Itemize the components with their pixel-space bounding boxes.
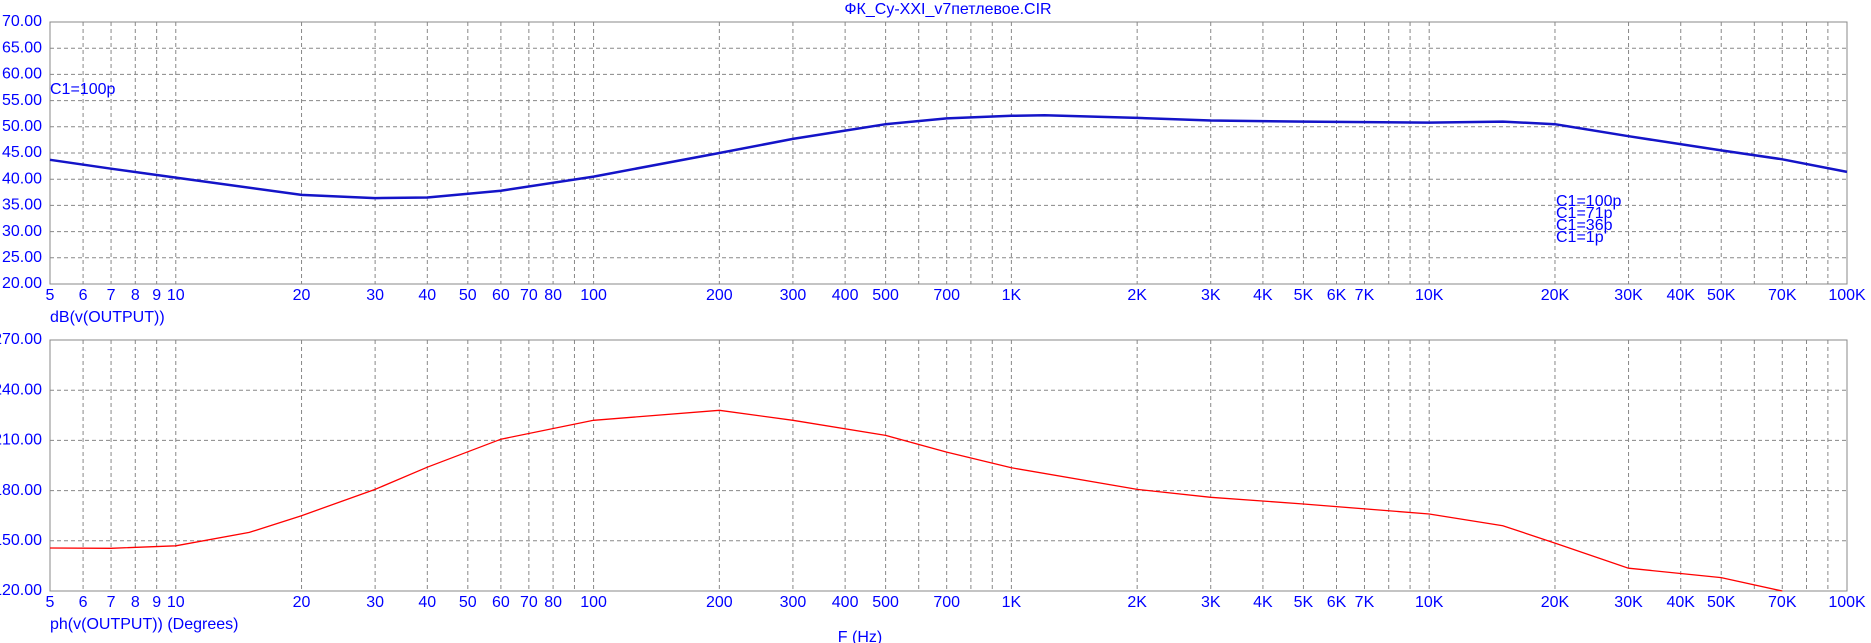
x-tick-label: 10K bbox=[1415, 287, 1444, 304]
x-tick-label: 4K bbox=[1253, 287, 1273, 304]
annotation: C1=1p bbox=[1556, 229, 1604, 246]
x-tick-label: 5 bbox=[46, 594, 55, 611]
y-tick-label: 35.00 bbox=[2, 197, 42, 214]
x-tick-label: 40 bbox=[418, 594, 436, 611]
y-tick-label: 60.00 bbox=[2, 66, 42, 83]
y-tick-label: 70.00 bbox=[2, 13, 42, 30]
x-tick-label: 100 bbox=[580, 594, 607, 611]
x-tick-label: 1K bbox=[1002, 287, 1022, 304]
x-tick-label: 40K bbox=[1667, 594, 1696, 611]
x-tick-label: 5K bbox=[1294, 594, 1314, 611]
series-line bbox=[49, 114, 1848, 200]
x-tick-label: 50K bbox=[1707, 287, 1736, 304]
x-tick-label: 200 bbox=[706, 594, 733, 611]
y-tick-label: 120.00 bbox=[0, 582, 42, 599]
x-tick-label: 6K bbox=[1327, 594, 1347, 611]
y-tick-label: 150.00 bbox=[0, 532, 42, 549]
x-tick-label: 1K bbox=[1002, 594, 1022, 611]
y-tick-label: 50.00 bbox=[2, 118, 42, 135]
x-tick-label: 300 bbox=[780, 594, 807, 611]
x-tick-label: 100 bbox=[580, 287, 607, 304]
x-tick-label: 60 bbox=[492, 594, 510, 611]
x-tick-label: 400 bbox=[832, 287, 859, 304]
y-tick-label: 210.00 bbox=[0, 432, 42, 449]
x-tick-label: 30 bbox=[366, 594, 384, 611]
x-tick-label: 100K bbox=[1828, 594, 1866, 611]
x-tick-label: 70 bbox=[520, 287, 538, 304]
x-tick-label: 60 bbox=[492, 287, 510, 304]
x-tick-label: 700 bbox=[933, 594, 960, 611]
y-tick-label: 45.00 bbox=[2, 144, 42, 161]
x-tick-label: 7 bbox=[107, 287, 116, 304]
x-tick-label: 7K bbox=[1355, 594, 1375, 611]
x-tick-label: 10 bbox=[167, 594, 185, 611]
x-tick-label: 50 bbox=[459, 594, 477, 611]
x-axis-label: F (Hz) bbox=[838, 629, 882, 643]
axis-label: dB(v(OUTPUT)) bbox=[50, 309, 165, 326]
x-tick-label: 8 bbox=[131, 594, 140, 611]
y-tick-label: 240.00 bbox=[0, 381, 42, 398]
x-tick-label: 70K bbox=[1768, 594, 1797, 611]
x-tick-label: 10 bbox=[167, 287, 185, 304]
x-tick-label: 2K bbox=[1127, 594, 1147, 611]
annotation: C1=100p bbox=[50, 81, 115, 98]
series-line bbox=[49, 409, 1783, 592]
annotation: C1=100p bbox=[1556, 193, 1621, 210]
x-tick-label: 7 bbox=[107, 594, 116, 611]
y-tick-label: 30.00 bbox=[2, 223, 42, 240]
x-tick-label: 3K bbox=[1201, 287, 1221, 304]
x-tick-label: 9 bbox=[152, 287, 161, 304]
x-tick-label: 20K bbox=[1541, 287, 1570, 304]
x-tick-label: 400 bbox=[832, 594, 859, 611]
x-tick-label: 80 bbox=[544, 287, 562, 304]
x-tick-label: 80 bbox=[544, 594, 562, 611]
y-tick-label: 20.00 bbox=[2, 275, 42, 292]
y-tick-label: 65.00 bbox=[2, 39, 42, 56]
x-tick-label: 6 bbox=[79, 594, 88, 611]
x-tick-label: 5K bbox=[1294, 287, 1314, 304]
y-tick-label: 180.00 bbox=[0, 482, 42, 499]
x-tick-label: 70 bbox=[520, 594, 538, 611]
x-tick-label: 70K bbox=[1768, 287, 1797, 304]
x-tick-label: 3K bbox=[1201, 594, 1221, 611]
annotation: C1=71p bbox=[1556, 205, 1613, 222]
x-tick-label: 50 bbox=[459, 287, 477, 304]
x-tick-label: 700 bbox=[933, 287, 960, 304]
y-tick-label: 40.00 bbox=[2, 170, 42, 187]
x-tick-label: 40K bbox=[1667, 287, 1696, 304]
x-tick-label: 20 bbox=[293, 594, 311, 611]
x-tick-label: 500 bbox=[872, 287, 899, 304]
annotation: C1=36p bbox=[1556, 217, 1613, 234]
x-tick-label: 9 bbox=[152, 594, 161, 611]
x-tick-label: 4K bbox=[1253, 594, 1273, 611]
axis-label: ph(v(OUTPUT)) (Degrees) bbox=[50, 616, 238, 633]
x-tick-label: 20 bbox=[293, 287, 311, 304]
chart-title: ФК_Cy-XXI_v7петлевое.CIR bbox=[844, 1, 1051, 18]
x-tick-label: 50K bbox=[1707, 594, 1736, 611]
x-tick-label: 500 bbox=[872, 594, 899, 611]
x-tick-label: 40 bbox=[418, 287, 436, 304]
x-tick-label: 8 bbox=[131, 287, 140, 304]
x-tick-label: 300 bbox=[780, 287, 807, 304]
y-tick-label: 270.00 bbox=[0, 331, 42, 348]
x-tick-label: 200 bbox=[706, 287, 733, 304]
x-tick-label: 2K bbox=[1127, 287, 1147, 304]
x-tick-label: 6K bbox=[1327, 287, 1347, 304]
x-tick-label: 10K bbox=[1415, 594, 1444, 611]
x-tick-label: 6 bbox=[79, 287, 88, 304]
x-tick-label: 30K bbox=[1614, 594, 1643, 611]
x-tick-label: 7K bbox=[1355, 287, 1375, 304]
y-tick-label: 25.00 bbox=[2, 249, 42, 266]
x-tick-label: 5 bbox=[46, 287, 55, 304]
x-tick-label: 30K bbox=[1614, 287, 1643, 304]
x-tick-label: 100K bbox=[1828, 287, 1866, 304]
x-tick-label: 30 bbox=[366, 287, 384, 304]
x-tick-label: 20K bbox=[1541, 594, 1570, 611]
y-tick-label: 55.00 bbox=[2, 92, 42, 109]
